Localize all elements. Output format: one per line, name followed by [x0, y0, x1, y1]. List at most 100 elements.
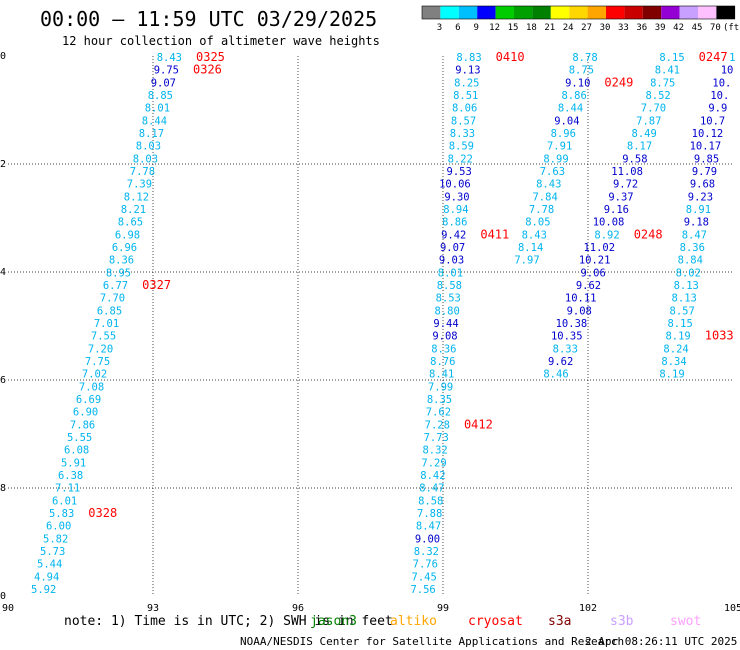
wave-height-value: 8.51	[453, 90, 478, 102]
wave-height-value: 7.78	[529, 204, 554, 216]
colorbar-label: 9	[473, 23, 478, 33]
x-tick-label: 90	[2, 603, 14, 614]
wave-height-value: 8.96	[551, 128, 576, 140]
wave-height-value: 8.13	[674, 280, 699, 292]
colorbar-swatch	[606, 6, 625, 19]
mission-label: cryosat	[468, 614, 523, 629]
wave-height-value: 5.82	[43, 533, 68, 545]
pass-time-label: 0411	[480, 227, 509, 241]
colorbar-swatch	[514, 6, 533, 19]
wave-height-value: 11.08	[611, 166, 643, 178]
wave-height-value: 7.29	[421, 457, 446, 469]
footnote-note: note: 1) Time is in UTC; 2) SWH is in fe…	[64, 614, 393, 629]
colorbar-label: 6	[455, 23, 460, 33]
track: 8.839.138.258.518.068.578.338.598.229.53…	[410, 50, 524, 596]
wave-height-value: 4.94	[34, 571, 59, 583]
wave-height-value: 7.11	[55, 483, 80, 495]
wave-height-value: 6.69	[76, 394, 101, 406]
wave-height-value: 7.84	[532, 191, 557, 203]
wave-height-value: 5.83	[49, 508, 74, 520]
pass-time-label: 0248	[634, 227, 663, 241]
wave-height-value: 8.24	[663, 343, 688, 355]
colorbar-label: 36	[636, 23, 647, 33]
axis-tick-labels: 90 93 96 99 102 105 -30 -32 -34 -36 -38 -40	[0, 51, 740, 614]
pass-time-label: 0412	[464, 417, 493, 431]
wave-height-value: 7.75	[85, 356, 110, 368]
colorbar-label: 12	[489, 23, 500, 33]
wave-height-value: 6.85	[97, 305, 122, 317]
wave-height-value: 8.84	[678, 255, 703, 267]
wave-height-value: 10.	[710, 90, 729, 102]
wave-height-value: 6.77	[103, 280, 128, 292]
wave-height-value: 8.99	[543, 153, 568, 165]
wave-height-value: 7.01	[94, 318, 119, 330]
satellite-tracks: 8.439.759.078.858.018.448.178.038.037.78…	[31, 50, 735, 596]
wave-height-value: 8.57	[451, 115, 476, 127]
wave-height-value: 8.58	[437, 280, 462, 292]
colorbar-swatch	[661, 6, 680, 19]
pass-time-label: 0410	[496, 50, 525, 64]
wave-height-value: 9.85	[694, 153, 719, 165]
wave-height-value: 7.73	[424, 432, 449, 444]
x-tick-label: 96	[292, 603, 304, 614]
wave-height-value: 8.36	[431, 343, 456, 355]
colorbar-swatch	[550, 6, 570, 19]
wave-height-value: 10.12	[692, 128, 724, 140]
wave-height-value: 8.15	[659, 52, 684, 64]
colorbar-swatch	[642, 6, 662, 19]
wave-height-value: 5.91	[61, 457, 86, 469]
wave-height-value: 8.01	[145, 103, 170, 115]
colorbar-swatch	[716, 6, 735, 19]
wave-height-value: 8.35	[427, 394, 452, 406]
wave-height-value: 8.36	[680, 242, 705, 254]
wave-height-value: 9.04	[554, 115, 579, 127]
wave-height-value: 9.44	[433, 318, 458, 330]
wave-height-value: 8.32	[414, 546, 439, 558]
wave-height-value: 6.38	[58, 470, 83, 482]
wave-height-value: 8.47	[419, 483, 444, 495]
mission-label: s3a	[548, 614, 571, 629]
wave-height-value: 7.45	[412, 571, 437, 583]
mission-label: s3b	[610, 614, 634, 629]
colorbar-label: 70	[710, 23, 721, 33]
colorbar-label: 24	[563, 23, 574, 33]
wave-height-value: 7.08	[79, 381, 104, 393]
colorbar-swatch	[569, 6, 588, 19]
wave-height-value: 6.96	[112, 242, 137, 254]
wave-height-value: 8.17	[139, 128, 164, 140]
wave-height-value: 8.41	[429, 369, 454, 381]
wave-height-value: 10.7	[700, 115, 725, 127]
wave-height-value: 9.00	[415, 533, 440, 545]
colorbar-label: 42	[673, 23, 684, 33]
colorbar-swatch	[698, 6, 717, 19]
y-tick-label: -38	[0, 483, 6, 494]
wave-height-value: 8.80	[435, 305, 460, 317]
pass-time-label: 0326	[193, 63, 222, 77]
mission-legend: jason3 altiko cryosat s3a s3b swot	[310, 614, 701, 629]
colorbar-swatch	[679, 6, 698, 19]
wave-height-value: 9.37	[608, 191, 633, 203]
wave-height-value: 6.01	[52, 495, 77, 507]
wave-height-value: 9.72	[613, 179, 638, 191]
wave-height-value: 9.62	[548, 356, 573, 368]
wave-height-value: 7.02	[82, 369, 107, 381]
wave-height-value: 9.42	[441, 229, 466, 241]
wave-height-value: 7.76	[413, 559, 438, 571]
wave-height-value: 8.91	[686, 204, 711, 216]
wave-height-value: 8.32	[422, 445, 447, 457]
wave-height-value: 7.99	[428, 381, 453, 393]
wave-height-value: 8.95	[106, 267, 131, 279]
y-tick-label: -34	[0, 267, 6, 278]
wave-height-value: 8.86	[442, 217, 467, 229]
wave-height-value: 8.43	[536, 179, 561, 191]
colorbar-label: 21	[544, 23, 555, 33]
wave-height-value: 8.33	[553, 343, 578, 355]
colorbar-frame	[421, 5, 736, 20]
wave-height-value: 9.08	[567, 305, 592, 317]
chart-title: 00:00 — 11:59 UTC 03/29/2025	[40, 7, 377, 31]
colorbar-swatch	[532, 6, 551, 19]
wave-height-value: 9.07	[440, 242, 465, 254]
colorbar-swatch	[495, 6, 514, 19]
chart-subtitle: 12 hour collection of altimeter wave hei…	[62, 34, 380, 48]
